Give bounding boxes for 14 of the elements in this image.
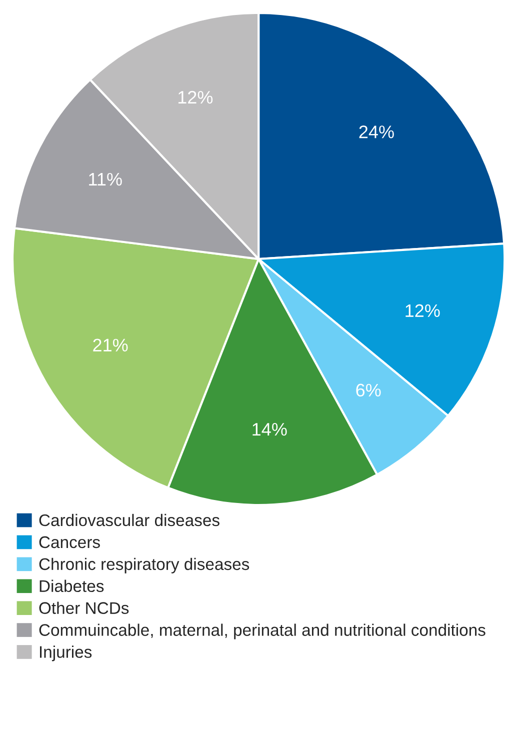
legend-label: Other NCDs <box>39 602 129 614</box>
data-label: 12% <box>178 90 213 104</box>
data-label: 11% <box>89 172 122 186</box>
data-label: 24% <box>359 126 394 138</box>
data-label: 14% <box>252 423 287 436</box>
data-label: 6% <box>356 384 381 397</box>
data-label: 21% <box>93 338 128 352</box>
legend-label: Commuincable, maternal, perinatal and nutritional conditions <box>39 624 486 640</box>
data-label: 12% <box>406 304 440 317</box>
legend-label: Chronic respiratory diseases <box>39 558 250 574</box>
legend-label: Diabetes <box>40 580 104 592</box>
legend-label: Injuries <box>40 646 92 662</box>
legend-label: Cancers <box>39 536 100 548</box>
legend-label: Cardiovascular diseases <box>39 514 220 526</box>
